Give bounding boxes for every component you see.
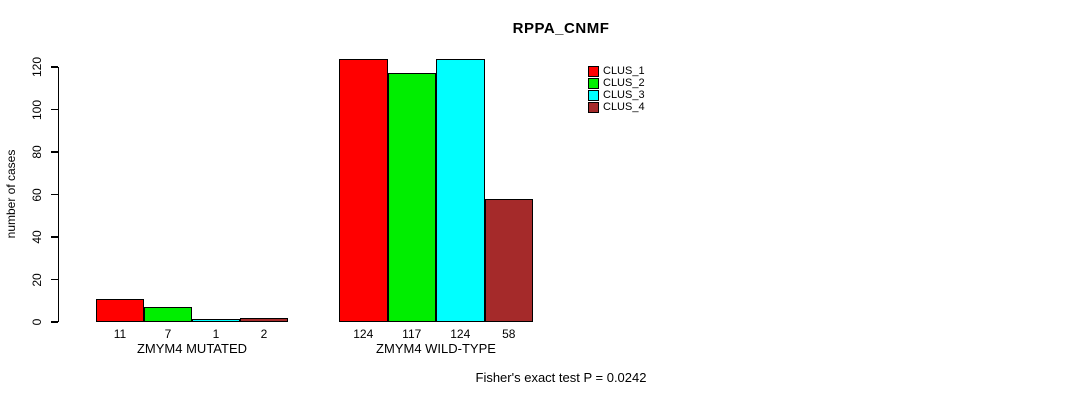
bar-value-label: 2 [260, 327, 268, 341]
bar-clus_1-group2 [339, 58, 388, 322]
y-axis-tick-label: 120 [30, 56, 44, 78]
legend-row: CLUS_4 [588, 102, 645, 113]
y-axis-tick-label: 0 [30, 318, 44, 326]
bar-value-label: 117 [402, 327, 422, 341]
bar-value-label: 7 [164, 327, 172, 341]
legend: CLUS_1 CLUS_2 CLUS_3 CLUS_4 [588, 66, 645, 114]
y-axis-tick [51, 151, 58, 153]
legend-swatch-icon [588, 90, 599, 101]
bar-clus_4-group2 [484, 198, 533, 322]
legend-swatch-icon [588, 66, 599, 77]
y-axis-tick-label: 20 [30, 272, 44, 287]
legend-row: CLUS_2 [588, 78, 645, 89]
legend-label: CLUS_4 [603, 101, 645, 113]
bar-clus_2-group1 [144, 307, 192, 322]
bar-clus_1-group1 [96, 298, 144, 322]
legend-label: CLUS_1 [603, 65, 645, 77]
bar-value-label: 124 [353, 327, 374, 341]
y-axis-tick [51, 66, 58, 68]
bar-clus_3-group2 [436, 58, 485, 322]
bar-value-label: 124 [450, 327, 471, 341]
y-axis-line [57, 67, 59, 322]
legend-swatch-icon [588, 78, 599, 89]
category-label: ZMYM4 MUTATED [136, 341, 248, 356]
y-axis-tick-label: 100 [30, 99, 44, 120]
legend-row: CLUS_3 [588, 90, 645, 101]
bar-value-label: 11 [113, 327, 127, 341]
bar-value-label: 58 [502, 327, 516, 341]
y-axis-tick-label: 40 [30, 230, 44, 244]
y-axis-tick-label: 80 [30, 145, 44, 159]
bar-value-label: 1 [212, 327, 220, 341]
bar-clus_2-group2 [387, 73, 436, 322]
legend-label: CLUS_2 [603, 77, 645, 89]
chart-title: RPPA_CNMF [512, 20, 610, 37]
y-axis-tick [51, 278, 58, 281]
y-axis-tick [51, 108, 58, 111]
y-axis-tick [51, 193, 58, 196]
legend-row: CLUS_1 [588, 66, 645, 77]
bar-clus_4-group1 [240, 317, 288, 322]
y-axis-tick [51, 236, 58, 238]
y-axis-tick-label: 60 [30, 187, 44, 202]
legend-label: CLUS_3 [603, 89, 645, 101]
category-label: ZMYM4 WILD-TYPE [376, 341, 496, 356]
footnote: Fisher's exact test P = 0.0242 [475, 370, 647, 385]
y-axis-title: number of cases [4, 149, 18, 239]
bar-clus_3-group1 [192, 319, 240, 322]
y-axis-tick [51, 321, 58, 323]
legend-swatch-icon [588, 102, 599, 113]
